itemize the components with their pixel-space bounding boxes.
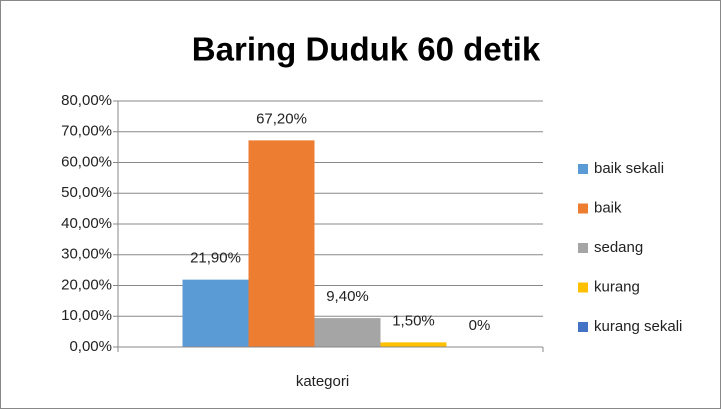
x-tick-label: kategori [296,373,349,390]
legend-label: baik [594,199,622,216]
y-tick-label: 80,00% [61,92,112,109]
legend-swatch [578,282,588,293]
y-tick-label: 10,00% [61,307,112,324]
legend-swatch [578,243,588,253]
y-tick-label: 40,00% [61,215,112,232]
chart-title: Baring Duduk 60 detik [192,31,541,68]
bar [380,342,447,347]
y-tick-label: 50,00% [61,184,112,201]
data-label: 9,40% [326,288,369,305]
data-label: 21,90% [190,250,241,267]
data-label: 1,50% [392,312,435,329]
legend-label: kurang [594,278,640,295]
legend-label: kurang sekali [594,318,682,335]
bar [248,140,315,347]
y-tick-label: 60,00% [61,153,112,170]
legend-label: sedang [594,239,643,256]
y-tick-label: 70,00% [61,123,112,140]
legend-label: baik sekali [594,160,664,177]
bar [182,279,249,347]
bar [314,318,381,347]
y-tick-label: 20,00% [61,276,112,293]
y-tick-label: 0,00% [69,338,112,355]
y-tick-label: 30,00% [61,246,112,263]
data-label: 67,20% [256,110,307,127]
legend-swatch [578,322,588,332]
data-label: 0% [469,317,491,334]
legend-swatch [578,203,588,214]
legend-swatch [578,164,588,174]
